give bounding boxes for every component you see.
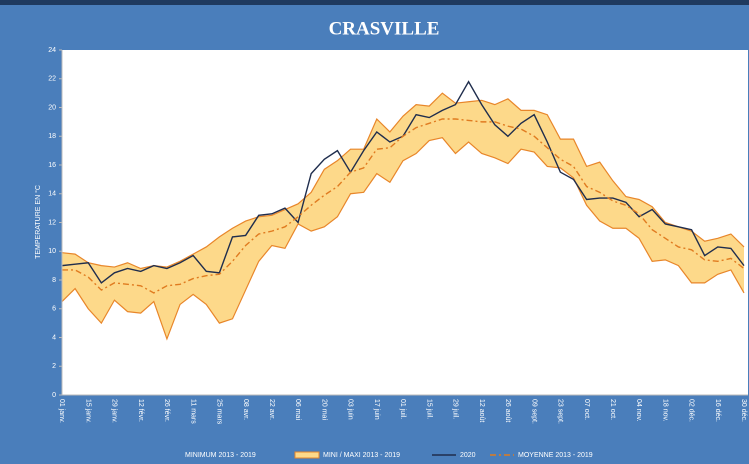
x-tick-label: 15 juil.: [425, 399, 432, 419]
y-tick-label: 18: [48, 133, 56, 140]
y-tick-label: 20: [48, 104, 56, 111]
x-tick-label: 03 juin: [347, 399, 354, 420]
legend-label: MOYENNE 2013 - 2019: [518, 452, 593, 459]
y-tick-label: 22: [48, 76, 56, 83]
x-tick-label: 12 août: [478, 399, 485, 422]
y-tick-label: 6: [52, 306, 56, 313]
y-tick-label: 0: [52, 392, 56, 399]
y-tick-label: 24: [48, 47, 56, 54]
y-tick-label: 12: [48, 219, 56, 226]
legend-label: 2020: [460, 452, 476, 459]
x-tick-label: 02 déc.: [688, 399, 695, 422]
x-tick-label: 07 oct.: [583, 399, 590, 420]
series-line: [61, 92, 745, 270]
y-tick-label: 4: [52, 334, 56, 341]
x-tick-label: 09 sept.: [530, 399, 537, 424]
x-tick-label: 17 juin: [373, 399, 380, 420]
x-tick-label: 25 mars: [216, 399, 223, 425]
y-tick-label: 2: [52, 363, 56, 370]
x-tick-label: 06 mai: [294, 399, 301, 420]
y-axis-label: TEMPERATURE EN °C: [34, 185, 42, 259]
x-tick-label: 08 avr.: [242, 399, 249, 420]
x-tick-label: 30 déc.: [740, 399, 747, 422]
legend-label: MINI / MAXI 2013 - 2019: [323, 452, 400, 459]
x-tick-label: 15 janv.: [84, 399, 91, 423]
x-tick-label: 29 juil.: [452, 399, 459, 419]
x-tick-label: 22 avr.: [268, 399, 275, 420]
x-tick-label: 21 oct.: [609, 399, 616, 420]
x-tick-label: 12 févr.: [137, 399, 144, 422]
series-line: [62, 118, 745, 294]
legend-label: MINIMUM 2013 - 2019: [185, 452, 256, 459]
x-tick-label: 18 nov.: [661, 399, 668, 421]
y-tick-label: 14: [48, 191, 56, 198]
x-tick-label: 11 mars: [189, 399, 196, 424]
y-tick-label: 16: [48, 162, 56, 169]
x-tick-label: 29 janv.: [111, 399, 118, 423]
x-tick-label: 04 nov.: [635, 399, 642, 421]
x-tick-label: 01 janv.: [58, 399, 65, 423]
legend-swatch: [294, 451, 320, 459]
chart-title: CRASVILLE: [329, 18, 440, 39]
min-max-band: [62, 93, 744, 339]
y-tick-label: 8: [52, 277, 56, 284]
x-tick-label: 26 août: [504, 399, 511, 422]
series-line: [61, 137, 745, 341]
x-tick-label: 23 sept.: [557, 399, 564, 424]
x-tick-label: 26 févr.: [163, 399, 170, 422]
x-tick-label: 01 juil.: [399, 399, 406, 419]
top-strip: [0, 0, 749, 5]
x-tick-label: 20 mai: [320, 399, 327, 420]
y-tick-label: 10: [48, 248, 56, 255]
x-tick-label: 16 déc.: [714, 399, 721, 422]
